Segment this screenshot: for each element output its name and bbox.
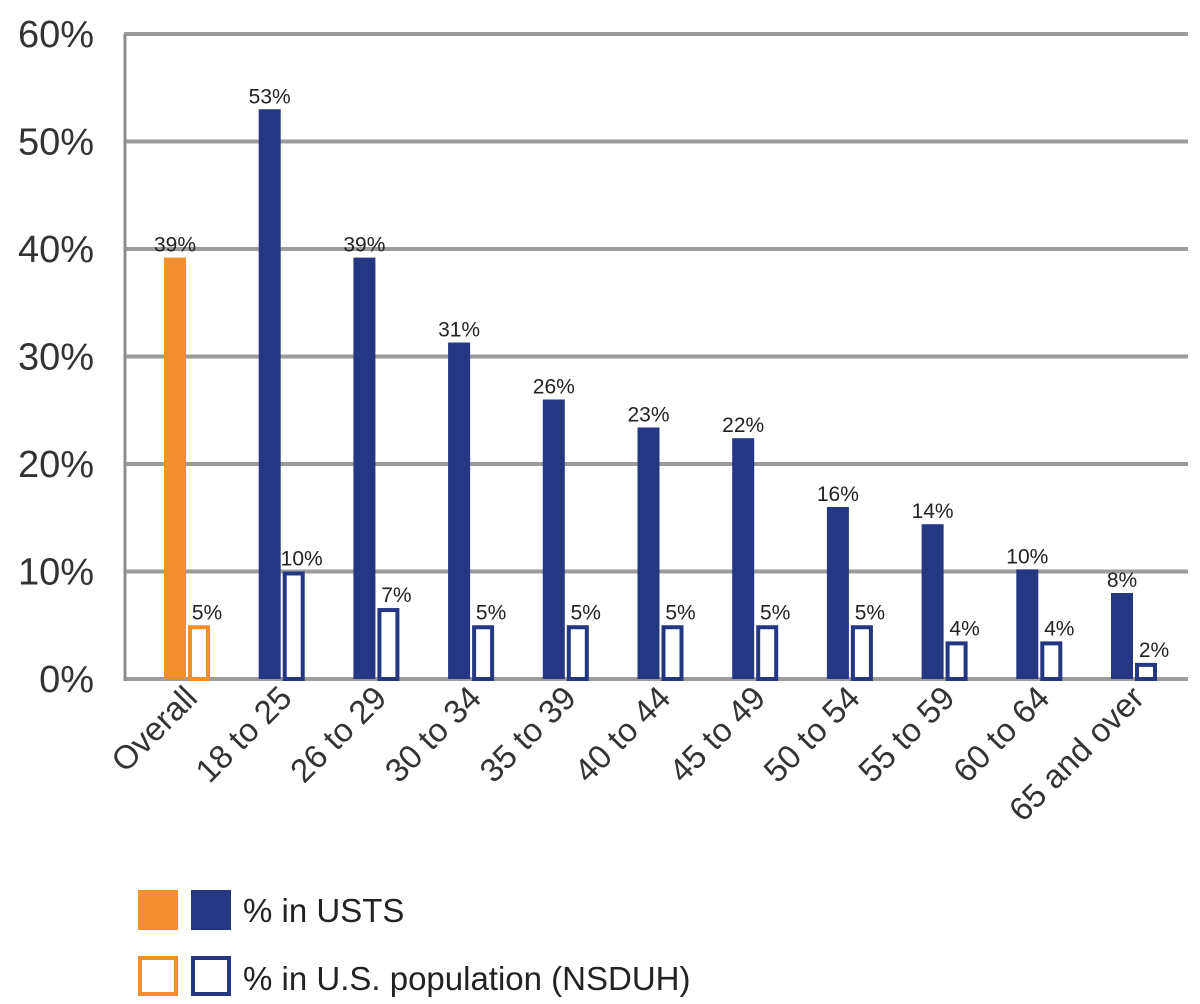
legend-swatch-nsduh-age — [191, 956, 231, 996]
legend-swatch-usts-age — [191, 890, 231, 930]
data-label-usts: 26% — [533, 376, 575, 399]
bar-usts — [1111, 593, 1133, 679]
y-tick-label: 20% — [18, 444, 94, 486]
y-tick-label: 10% — [18, 552, 94, 594]
bar-nsduh — [945, 641, 968, 681]
bar-usts — [448, 342, 471, 679]
bar-usts — [164, 257, 186, 679]
data-label-usts: 39% — [154, 234, 196, 257]
bar-usts — [1016, 569, 1039, 679]
bar-nsduh — [1135, 662, 1157, 681]
data-label-nsduh: 5% — [855, 601, 885, 624]
data-label-usts: 8% — [1107, 569, 1137, 592]
bar-usts — [258, 109, 281, 679]
bar-nsduh — [661, 625, 684, 681]
bar-nsduh — [756, 625, 779, 681]
y-tick-label: 40% — [18, 229, 94, 271]
data-label-usts: 10% — [1006, 545, 1048, 568]
data-label-nsduh: 5% — [665, 601, 695, 624]
bar-usts — [732, 438, 755, 679]
data-label-usts: 16% — [817, 483, 859, 506]
data-label-usts: 23% — [627, 403, 669, 426]
data-label-nsduh: 5% — [760, 601, 790, 624]
y-tick-label: 60% — [18, 14, 94, 56]
data-label-usts: 31% — [438, 319, 480, 342]
bar-nsduh — [472, 625, 495, 681]
y-axis-ticks: 0% 10% 20% 30% 40% 50% 60% — [18, 14, 94, 701]
data-label-nsduh: 5% — [192, 601, 222, 624]
bar-usts — [353, 257, 376, 679]
data-label-nsduh: 7% — [381, 584, 411, 607]
bar-nsduh — [850, 625, 873, 681]
data-labels: 39% 5% 53% 10% 39% 7% 31% 5% 26% 5% 23% 5% 22% 5% 16% 5… — [154, 85, 1169, 662]
bar-nsduh — [188, 625, 210, 681]
x-tick-label: 35 to 39 — [472, 679, 583, 790]
legend-label-nsduh: % in U.S. population (NSDUH) — [243, 960, 691, 997]
data-label-nsduh: 5% — [571, 601, 601, 624]
bar-usts — [826, 507, 849, 679]
x-tick-label: 45 to 49 — [662, 679, 773, 790]
data-label-nsduh: 4% — [1044, 617, 1074, 640]
legend-label-usts: % in USTS — [243, 892, 404, 929]
data-label-usts: 14% — [912, 500, 954, 523]
legend-swatch-usts-overall — [138, 890, 178, 930]
legend-swatch-nsduh-overall — [138, 956, 178, 996]
x-tick-label: 18 to 25 — [188, 679, 299, 790]
y-tick-label: 50% — [18, 122, 94, 164]
data-label-nsduh: 4% — [949, 617, 979, 640]
bar-nsduh — [566, 625, 589, 681]
bar-nsduh — [1040, 641, 1063, 681]
x-tick-label: 55 to 59 — [851, 679, 962, 790]
bar-nsduh — [377, 608, 400, 681]
data-label-nsduh: 5% — [476, 601, 506, 624]
bar-nsduh — [282, 571, 305, 681]
bar-usts — [921, 524, 944, 679]
y-tick-label: 0% — [39, 659, 94, 701]
x-tick-label: 40 to 44 — [567, 679, 678, 790]
data-label-usts: 53% — [249, 85, 291, 108]
x-tick-label: 26 to 29 — [283, 679, 394, 790]
data-label-nsduh: 2% — [1139, 639, 1169, 662]
legend: % in USTS % in U.S. population (NSDUH) — [138, 890, 691, 997]
data-label-nsduh: 10% — [281, 548, 323, 571]
bar-usts — [542, 399, 565, 679]
data-label-usts: 39% — [343, 234, 385, 257]
y-tick-label: 30% — [18, 337, 94, 379]
x-tick-label: 30 to 34 — [378, 679, 489, 790]
data-label-usts: 22% — [722, 414, 764, 437]
bar-usts — [637, 427, 660, 679]
x-tick-label: 50 to 54 — [756, 679, 867, 790]
bars — [164, 109, 1157, 681]
